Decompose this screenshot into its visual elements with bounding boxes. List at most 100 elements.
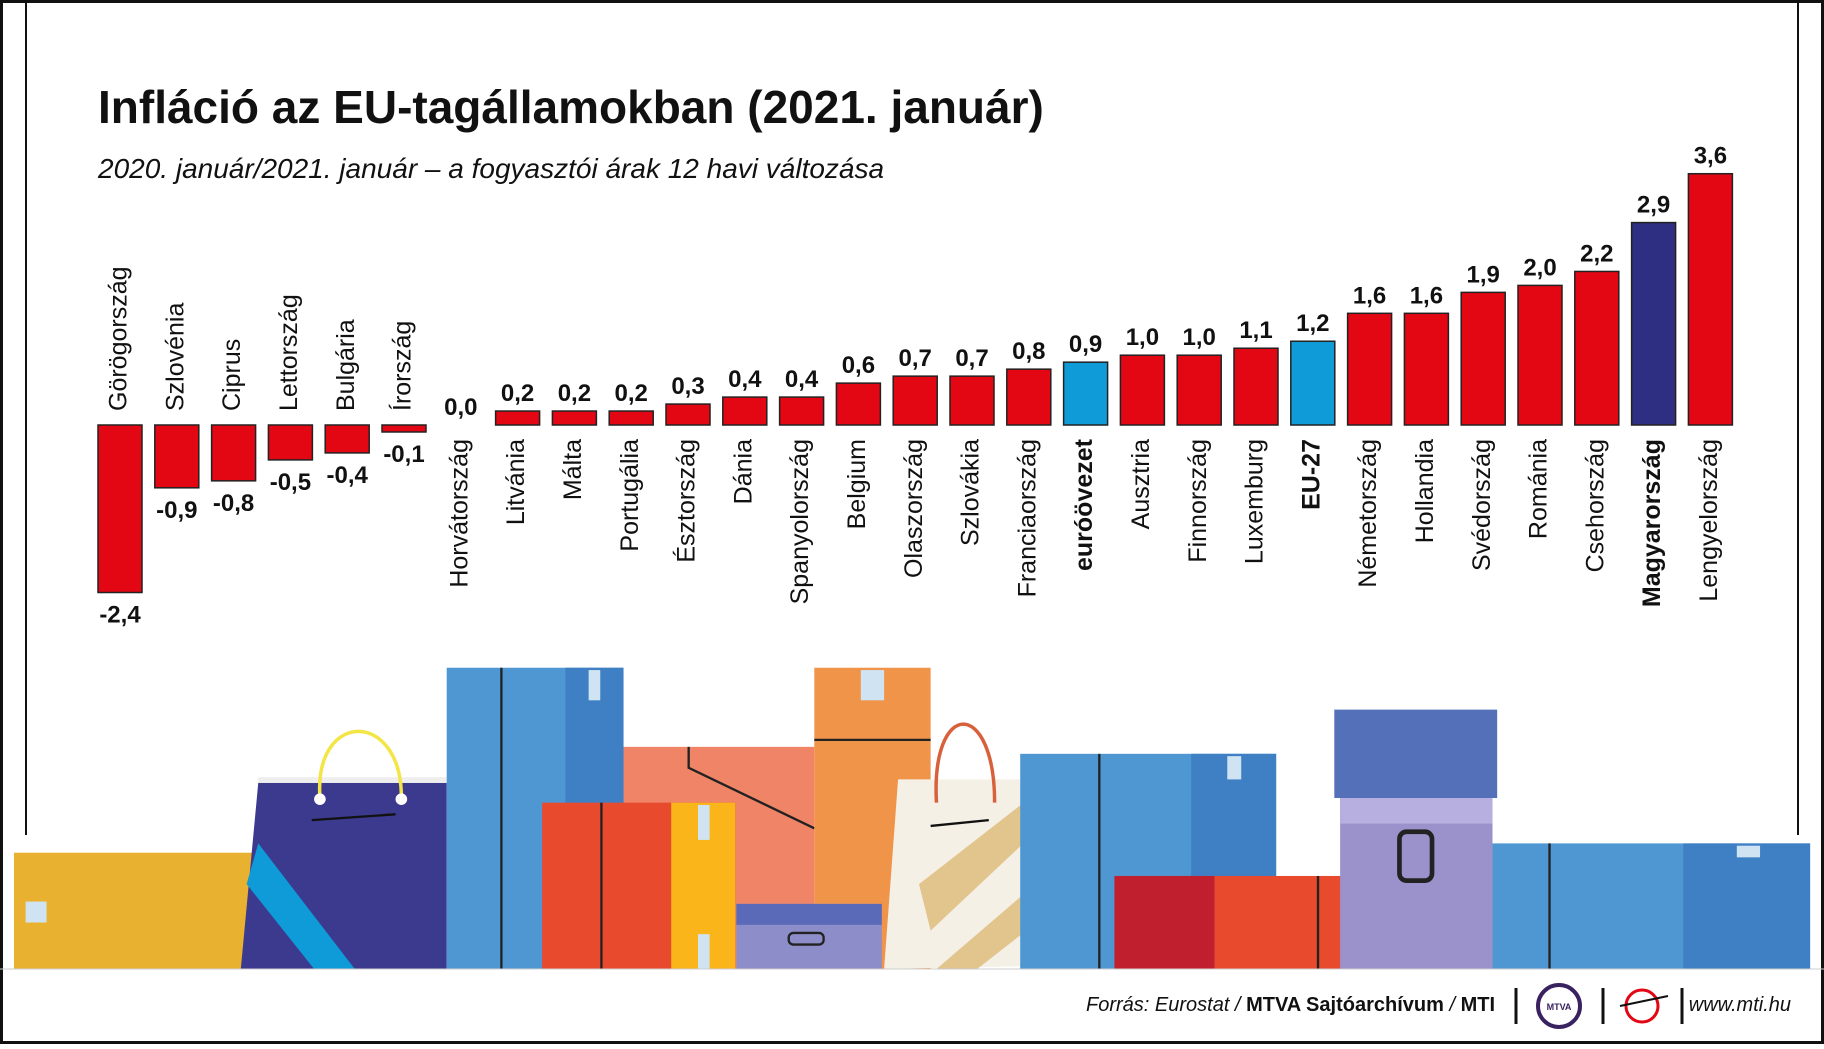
bar [551, 410, 598, 426]
category-label: Magyarország [1638, 439, 1666, 607]
bar [494, 410, 541, 426]
bar [1006, 368, 1052, 426]
value-label: -0,4 [327, 462, 369, 489]
bar [949, 375, 995, 426]
category-label: EU-27 [1297, 439, 1325, 510]
bar [1574, 270, 1620, 426]
category-label: Olaszország [900, 439, 928, 578]
source-archive: MTVA Sajtóarchívum [1246, 994, 1444, 1016]
bar [267, 424, 314, 461]
bar [722, 396, 768, 426]
value-label: -0,5 [270, 469, 311, 496]
category-label: Lettország [275, 294, 303, 411]
category-label: Finnország [1184, 439, 1212, 563]
bar [324, 424, 370, 454]
category-label: euróövezet [1070, 438, 1098, 571]
value-label: 1,2 [1296, 310, 1329, 337]
category-label: Szlovénia [161, 303, 189, 411]
source: Forrás: Eurostat / MTVA Sajtóarchívum / … [1086, 994, 1495, 1016]
value-label: 0,4 [785, 366, 819, 393]
logo [1624, 988, 1660, 1024]
logo-text: MTVA [1547, 1002, 1572, 1012]
category-label: Észtország [672, 439, 701, 563]
value-label: -0,9 [156, 497, 197, 524]
bar [1687, 172, 1734, 426]
value-label: 1,0 [1126, 324, 1159, 351]
bar [1630, 221, 1677, 426]
bar [1233, 347, 1279, 426]
source-agency: MTI [1461, 994, 1495, 1016]
bar [1176, 354, 1222, 426]
category-label: Franciaország [1013, 439, 1041, 597]
value-label: 3,6 [1694, 143, 1727, 170]
url: www.mti.hu [1689, 994, 1791, 1016]
value-label: 0,0 [444, 394, 477, 421]
bar [1346, 312, 1393, 426]
value-label: 1,6 [1410, 282, 1443, 309]
value-label: -0,1 [383, 441, 424, 468]
value-label: 0,7 [899, 345, 932, 372]
value-label: 1,9 [1467, 261, 1500, 288]
bar [1460, 291, 1506, 426]
value-label: 0,4 [728, 366, 762, 393]
bar [1062, 361, 1109, 426]
value-label: 1,6 [1353, 282, 1386, 309]
bar [835, 382, 882, 426]
category-label: Románia [1525, 439, 1553, 539]
category-label: Svédország [1468, 439, 1496, 571]
value-label: 2,0 [1523, 254, 1556, 281]
bar [381, 424, 427, 433]
bar [892, 375, 938, 426]
value-label: 0,2 [615, 380, 648, 407]
illustration [13, 667, 1811, 970]
bar [1290, 340, 1336, 426]
bar [154, 424, 200, 489]
value-label: 0,8 [1012, 338, 1045, 365]
category-label: Lengyelország [1695, 439, 1723, 602]
value-label: 0,6 [842, 352, 875, 379]
category-label: Szlovákia [957, 439, 985, 546]
category-label: Málta [559, 439, 587, 500]
source-prefix: Forrás: Eurostat / [1086, 994, 1243, 1016]
logo-line [1619, 995, 1669, 1007]
category-label: Hollandia [1411, 439, 1439, 543]
chart-subtitle: 2020. január/2021. január – a fogyasztói… [97, 153, 884, 184]
value-label: 0,7 [955, 345, 988, 372]
value-label: 2,2 [1580, 240, 1613, 267]
category-label: Ciprus [218, 339, 246, 411]
bar [608, 410, 654, 426]
plot: -2,4 Görögország -0,9 Szlovénia -0,8 Ciprus -0… [97, 143, 1734, 629]
bar [778, 396, 825, 426]
category-label: Spanyolország [786, 439, 814, 604]
value-label: -0,8 [213, 490, 254, 517]
category-label: Görögország [105, 266, 133, 411]
bar [97, 424, 143, 594]
value-label: 0,3 [671, 373, 704, 400]
chart-title: Infláció az EU-tagállamokban (2021. janu… [98, 81, 1044, 133]
category-label: Portugália [616, 439, 644, 552]
category-label: Németország [1354, 439, 1382, 588]
category-label: Litvánia [502, 439, 530, 525]
source-separator: / [1447, 994, 1457, 1016]
category-label: Bulgária [332, 319, 360, 411]
bar [665, 403, 711, 426]
value-label: 1,0 [1183, 324, 1216, 351]
category-label: Horvátország [445, 439, 473, 588]
category-label: Belgium [843, 439, 871, 529]
bar [1403, 312, 1450, 426]
logo [1536, 983, 1582, 1029]
value-label: 0,2 [501, 380, 534, 407]
category-label: Ausztria [1127, 439, 1155, 529]
value-label: 2,9 [1637, 192, 1670, 219]
category-label: Dánia [729, 439, 757, 504]
value-label: -2,4 [99, 602, 141, 629]
category-label: Csehország [1581, 439, 1609, 572]
value-label: 0,9 [1069, 331, 1102, 358]
value-label: 1,1 [1239, 317, 1272, 344]
bar [1119, 354, 1166, 426]
bar [210, 424, 257, 482]
category-label: Luxemburg [1241, 439, 1269, 564]
bar [1517, 284, 1563, 426]
